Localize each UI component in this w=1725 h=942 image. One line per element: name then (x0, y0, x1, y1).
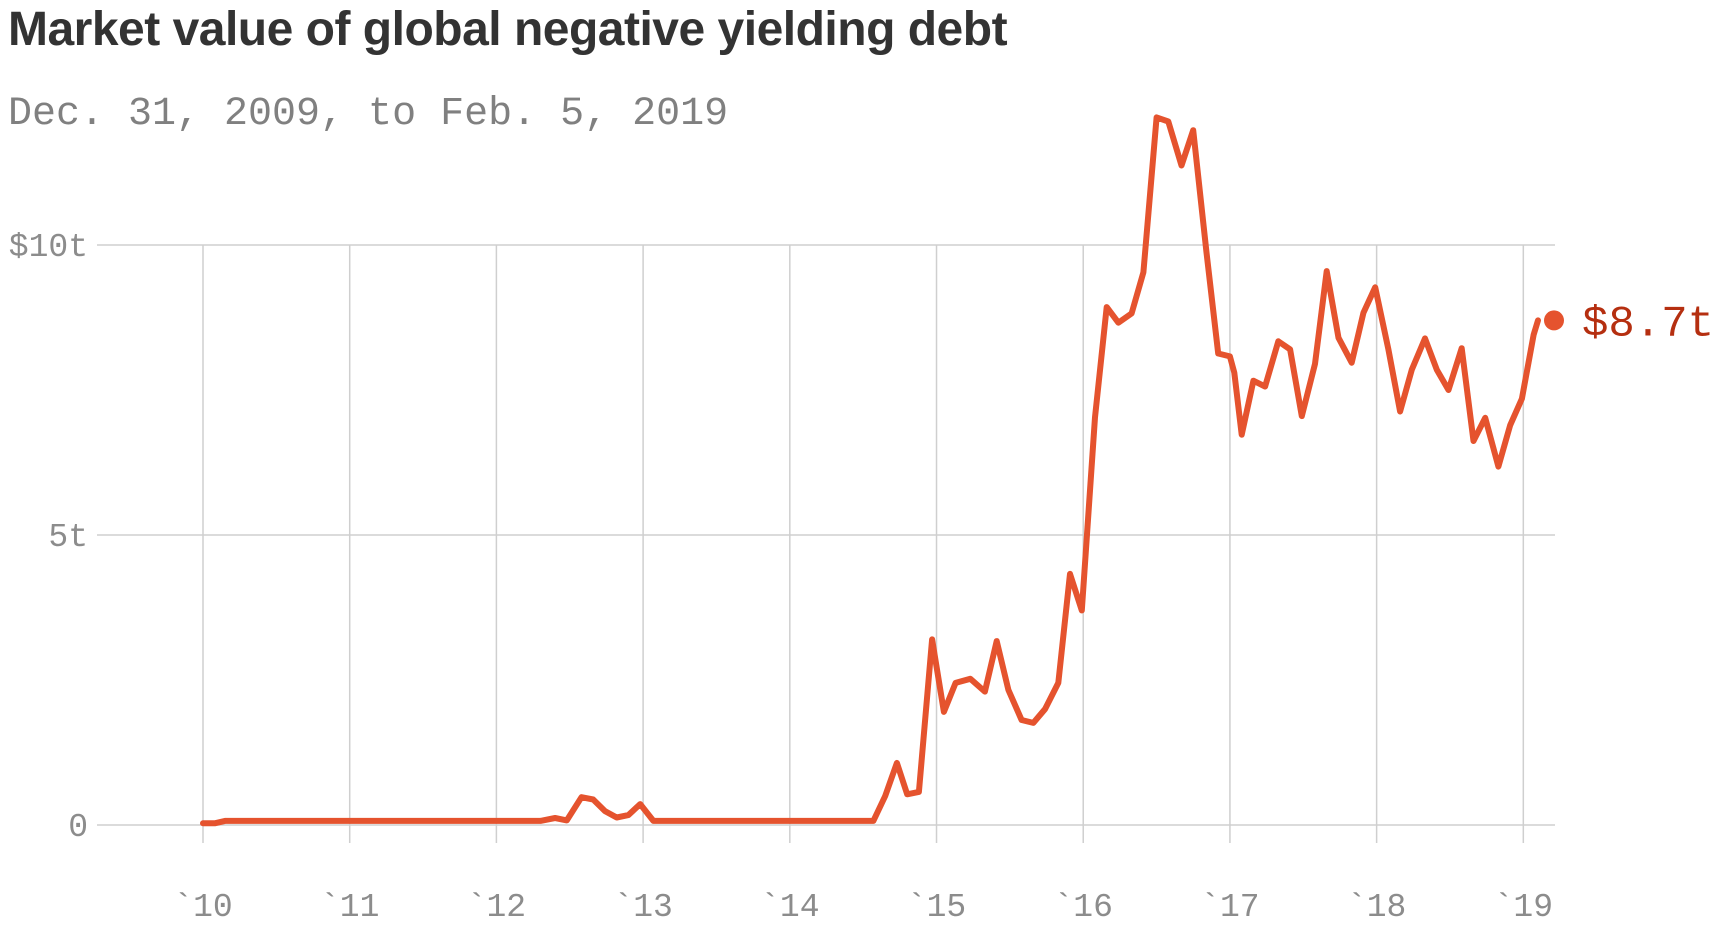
x-tick-label: `12 (467, 889, 526, 926)
x-tick-label: `10 (173, 889, 232, 926)
series-layer (200, 114, 1541, 827)
chart-title: Market value of global negative yielding… (8, 3, 1008, 56)
series-line (200, 114, 1541, 827)
grid-lines (97, 244, 1555, 843)
x-tick-label: `15 (907, 889, 966, 926)
end-marker-layer: $8.7t (1544, 299, 1714, 349)
x-tick-label: `13 (613, 889, 672, 926)
x-tick-label: `11 (320, 889, 379, 926)
x-tick-label: `18 (1347, 889, 1406, 926)
x-tick-label: `16 (1054, 889, 1113, 926)
end-value-label: $8.7t (1582, 299, 1714, 349)
x-axis-labels: `10 `11 `12 `13 `14 `15 `16 `17 `18 `19 (173, 889, 1553, 926)
end-point (1544, 310, 1564, 331)
x-tick-label: `17 (1200, 889, 1259, 926)
x-tick-label: `14 (760, 889, 819, 926)
y-tick-label: $10t (9, 229, 88, 266)
x-tick-label: `19 (1494, 889, 1553, 926)
y-tick-label: 0 (68, 809, 88, 846)
chart-subtitle: Dec. 31, 2009, to Feb. 5, 2019 (8, 92, 729, 137)
y-axis-labels: 0 5t $10t (9, 229, 88, 846)
y-tick-label: 5t (48, 519, 88, 556)
